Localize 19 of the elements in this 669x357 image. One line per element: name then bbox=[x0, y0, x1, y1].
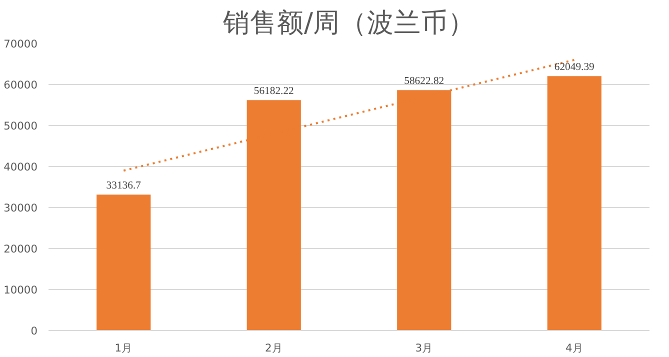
data-label: 33136.7 bbox=[106, 180, 142, 192]
y-tick-label: 30000 bbox=[4, 202, 38, 214]
y-tick-label: 0 bbox=[30, 324, 38, 338]
y-tick-label: 10000 bbox=[4, 284, 38, 296]
y-tick-label: 60000 bbox=[4, 78, 38, 92]
data-label: 56182.22 bbox=[254, 86, 294, 98]
bar bbox=[96, 194, 151, 330]
x-tick-label: 2月 bbox=[264, 342, 283, 354]
chart-title: 销售额/周（波兰币） bbox=[222, 8, 475, 38]
y-tick-label: 50000 bbox=[4, 120, 38, 132]
bar bbox=[547, 76, 602, 330]
x-tick-label: 4月 bbox=[565, 342, 584, 354]
data-label: 58622.82 bbox=[404, 76, 444, 88]
x-tick-label: 3月 bbox=[415, 342, 434, 354]
y-tick-label: 40000 bbox=[4, 160, 38, 174]
data-label: 62049.39 bbox=[554, 62, 594, 74]
x-tick-label: 1月 bbox=[114, 342, 133, 354]
y-tick-label: 20000 bbox=[4, 242, 38, 256]
y-tick-label: 70000 bbox=[4, 38, 38, 50]
